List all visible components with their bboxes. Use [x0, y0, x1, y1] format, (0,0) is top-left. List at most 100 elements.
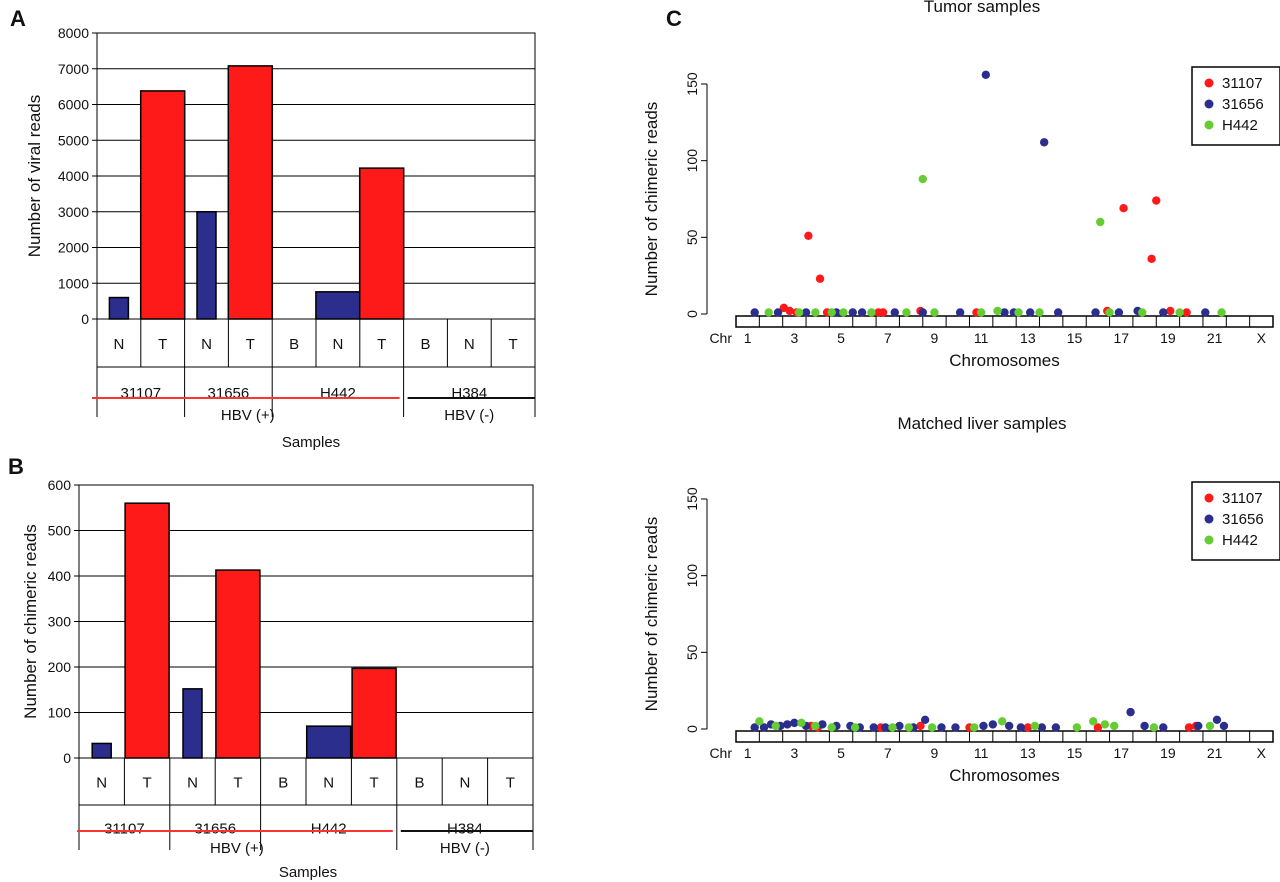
- bar: [315, 291, 361, 320]
- chr-tick-label: 11: [974, 330, 989, 346]
- y-tick-label: 300: [48, 614, 72, 630]
- bar: [351, 667, 397, 759]
- data-point-31656: [1025, 308, 1035, 317]
- scatter-title-tumor: Tumor samples: [924, 0, 1041, 16]
- data-point-31656: [1140, 721, 1149, 731]
- y-tick-label: 7000: [58, 61, 89, 77]
- data-point-31107: [815, 274, 825, 283]
- legend-marker: [1204, 99, 1214, 109]
- data-point-31656: [1054, 308, 1063, 317]
- sample-type-label: B: [278, 775, 288, 792]
- data-point-H442: [867, 308, 876, 317]
- panel-label-c: C: [666, 6, 682, 31]
- hbv-negative-label: HBV (-): [444, 407, 494, 424]
- sample-type-label: N: [187, 775, 198, 792]
- chr-tick-label: 3: [790, 745, 798, 761]
- data-point-H442: [764, 308, 773, 317]
- data-point-31656: [981, 70, 991, 80]
- chr-tick-label: 1: [744, 330, 752, 346]
- data-point-31656: [750, 308, 759, 317]
- data-point-H442: [930, 308, 939, 317]
- data-point-31656: [1126, 707, 1135, 717]
- sample-type-label: N: [113, 336, 124, 353]
- bar: [227, 65, 274, 320]
- data-point-31656: [988, 720, 998, 729]
- y-tick-label: 150: [684, 487, 700, 511]
- y-tick-label: 0: [684, 310, 700, 318]
- chr-tick-label: 19: [1160, 330, 1176, 346]
- data-point-31107: [1152, 196, 1161, 205]
- bar: [215, 569, 261, 759]
- data-point-31656: [790, 718, 799, 728]
- chr-tick-label: 13: [1020, 330, 1036, 346]
- data-point-31656: [818, 720, 827, 729]
- chr-tick-label: 9: [931, 745, 939, 761]
- data-point-31107: [1182, 308, 1191, 317]
- y-tick-label: 100: [684, 149, 700, 173]
- data-point-31107: [1093, 723, 1103, 732]
- y-tick-label: 0: [63, 750, 71, 766]
- chr-tick-label: X: [1257, 745, 1267, 761]
- sample-type-label: B: [414, 775, 424, 792]
- data-point-H442: [1100, 720, 1110, 729]
- data-point-31656: [857, 308, 867, 317]
- data-point-31107: [1147, 254, 1156, 263]
- data-point-31656: [848, 308, 857, 317]
- data-point-H442: [1217, 308, 1226, 317]
- hbv-positive-label: HBV (+): [221, 407, 275, 424]
- y-tick-label: 100: [48, 705, 72, 721]
- data-point-31656: [1016, 723, 1026, 732]
- data-point-H442: [918, 174, 927, 184]
- sample-type-label: N: [332, 336, 343, 353]
- y-tick-label: 100: [684, 564, 700, 588]
- chr-tick-label: 17: [1113, 330, 1129, 346]
- bar-chart-viral-reads: 0 1000 2000 3000 4000 5000 6000 7000 8000 N T N T B N T…: [25, 25, 536, 451]
- data-point-H442: [827, 308, 836, 317]
- data-point-31656: [1201, 308, 1210, 317]
- data-point-31656: [979, 721, 988, 731]
- sample-type-label: N: [96, 775, 107, 792]
- data-point-31107: [1119, 204, 1128, 213]
- data-point-H442: [1205, 721, 1215, 731]
- y-tick-label: 400: [48, 568, 72, 584]
- y-tick-label: 500: [48, 523, 72, 539]
- patient-label: 31107: [104, 821, 145, 838]
- bar: [124, 502, 170, 759]
- data-point-31656: [937, 723, 946, 732]
- data-point-31656: [783, 720, 792, 729]
- data-point-31656: [890, 308, 899, 317]
- chr-tick-label: 7: [884, 745, 892, 761]
- chromosome-band: [735, 315, 1274, 328]
- chr-tick-label: 3: [790, 330, 798, 346]
- sample-type-label: T: [377, 336, 386, 353]
- x-axis-title: Chromosomes: [949, 351, 1060, 370]
- bar: [358, 167, 405, 320]
- data-point-31656: [1000, 308, 1009, 317]
- sample-type-label: T: [158, 336, 167, 353]
- bar: [182, 688, 203, 759]
- y-tick-label: 3000: [58, 204, 89, 220]
- chr-prefix-label: Chr: [709, 330, 732, 346]
- legend-label: 31656: [1222, 511, 1264, 528]
- data-point-31656: [1194, 721, 1203, 731]
- legend-marker: [1204, 535, 1214, 545]
- data-point-H442: [1175, 308, 1184, 317]
- bar: [108, 296, 130, 320]
- data-point-H442: [976, 308, 986, 317]
- data-point-H442: [811, 308, 820, 317]
- data-point-31107: [878, 308, 888, 317]
- y-tick-label: 6000: [58, 97, 89, 113]
- y-tick-label: 5000: [58, 132, 89, 148]
- data-point-H442: [771, 721, 780, 731]
- legend-label: 31107: [1222, 75, 1263, 92]
- data-point-31656: [920, 715, 930, 724]
- data-point-H442: [827, 723, 836, 732]
- data-point-31656: [1159, 723, 1168, 732]
- data-point-31656: [1212, 715, 1222, 724]
- sample-type-label: T: [509, 336, 518, 353]
- patient-label: 31656: [194, 821, 236, 838]
- data-point-H442: [1089, 717, 1098, 726]
- chr-tick-label: 15: [1067, 745, 1083, 761]
